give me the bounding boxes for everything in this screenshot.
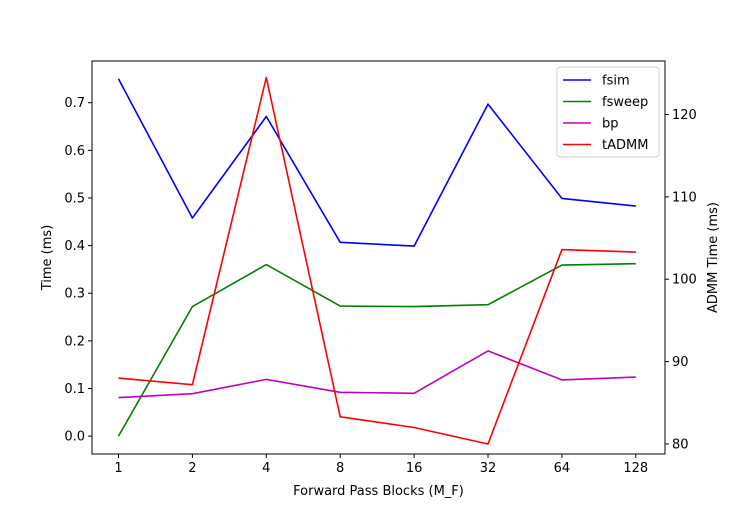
x-tick-label: 4: [262, 461, 270, 476]
y-tick-label: 0.0: [64, 430, 85, 445]
x-tick-label: 16: [406, 461, 423, 476]
legend-label: fsim: [602, 74, 630, 89]
y2-tick-label: 110: [672, 190, 697, 205]
y-tick-label: 0.4: [64, 239, 85, 254]
series-line-fsim: [117, 78, 636, 247]
y-tick-label: 0.6: [64, 144, 85, 159]
y-axis-ticks: 0.0 0.1 0.2 0.3 0.4 0.5 0.6 0.7: [64, 96, 92, 445]
legend-label: bp: [602, 117, 619, 132]
y2-tick-label: 120: [672, 108, 697, 123]
y2-axis-ticks: 80 90 100 110 120: [665, 108, 697, 452]
y-tick-label: 0.3: [64, 287, 85, 302]
legend-label: fsweep: [602, 95, 648, 110]
y2-tick-label: 100: [672, 273, 697, 288]
legend-items: fsim fsweep bp tADMM: [563, 74, 648, 153]
x-tick-label: 2: [188, 461, 196, 476]
x-tick-label: 32: [480, 461, 497, 476]
legend: fsim fsweep bp tADMM: [556, 66, 660, 158]
plot-frame: [91, 60, 666, 455]
series-line-tadmm: [118, 76, 636, 445]
y-tick-label: 0.7: [64, 96, 85, 111]
legend-label: tADMM: [602, 138, 648, 153]
series-layer: [117, 76, 636, 445]
series-line-bp: [118, 350, 636, 399]
y-tick-label: 0.5: [64, 191, 85, 206]
y2-tick-label: 90: [672, 355, 689, 370]
x-axis-ticks: 1 2 4 8 16 32 64 128: [114, 454, 648, 476]
x-axis-title: Forward Pass Blocks (M_F): [293, 484, 464, 499]
y-tick-label: 0.2: [64, 334, 85, 349]
series-line-fsweep: [117, 262, 636, 437]
x-tick-label: 8: [336, 461, 344, 476]
x-tick-label: 128: [623, 461, 648, 476]
y2-axis-title: ADMM Time (ms): [706, 202, 721, 313]
y-tick-label: 0.1: [64, 382, 85, 397]
x-tick-label: 64: [554, 461, 571, 476]
x-tick-label: 1: [114, 461, 122, 476]
y2-tick-label: 80: [672, 437, 689, 452]
legend-box: [556, 66, 660, 158]
y-axis-title: Time (ms): [40, 225, 55, 292]
